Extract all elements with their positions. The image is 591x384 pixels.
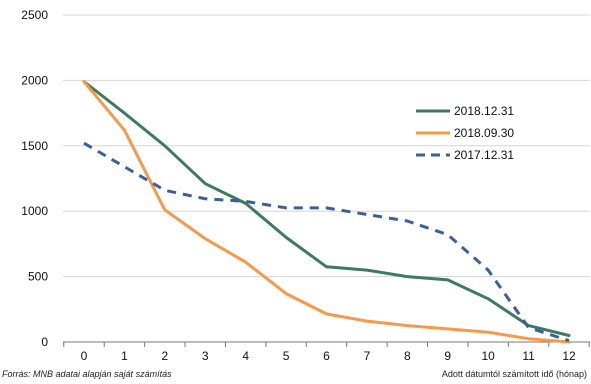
x-tick-label: 11 bbox=[522, 349, 535, 363]
gridlines bbox=[63, 14, 590, 278]
series-line-2017.12.31 bbox=[83, 141, 570, 343]
legend-label: 2018.09.30 bbox=[454, 126, 514, 140]
x-tick-label: 1 bbox=[121, 349, 128, 363]
series-line-2018.09.30 bbox=[82, 80, 571, 344]
x-axis-title: Adott dátumtól számított idő (hónap) bbox=[442, 369, 587, 379]
x-tick-label: 10 bbox=[481, 349, 495, 363]
x-tick-label: 3 bbox=[202, 349, 209, 363]
x-tick-label: 12 bbox=[562, 349, 576, 363]
x-tick-label: 0 bbox=[81, 349, 88, 363]
x-tick-label: 9 bbox=[444, 349, 451, 363]
y-tick-label: 0 bbox=[41, 335, 48, 349]
x-tick-label: 2 bbox=[161, 349, 168, 363]
x-tick-label: 5 bbox=[283, 349, 290, 363]
series-group bbox=[82, 80, 571, 344]
x-axis-ticks: 0 1 2 3 4 5 6 7 8 9 10 11 12 bbox=[63, 342, 590, 363]
x-tick-label: 4 bbox=[242, 349, 249, 363]
y-axis-ticks: 0 500 1000 1500 2000 2500 bbox=[21, 8, 48, 349]
y-tick-label: 500 bbox=[28, 270, 48, 284]
legend-label: 2018.12.31 bbox=[454, 104, 514, 118]
x-tick-label: 6 bbox=[323, 349, 330, 363]
legend: 2018.12.31 2018.09.30 2017.12.31 bbox=[416, 104, 514, 162]
x-tick-label: 7 bbox=[364, 349, 371, 363]
y-tick-label: 2500 bbox=[21, 8, 48, 22]
x-tick-label: 8 bbox=[404, 349, 411, 363]
y-tick-label: 2000 bbox=[21, 73, 48, 87]
legend-label: 2017.12.31 bbox=[454, 148, 514, 162]
series-line-2018.12.31 bbox=[82, 80, 571, 337]
source-note: Forrás: MNB adatai alapján saját számítá… bbox=[2, 369, 172, 379]
y-tick-label: 1500 bbox=[21, 139, 48, 153]
y-tick-label: 1000 bbox=[21, 204, 48, 218]
